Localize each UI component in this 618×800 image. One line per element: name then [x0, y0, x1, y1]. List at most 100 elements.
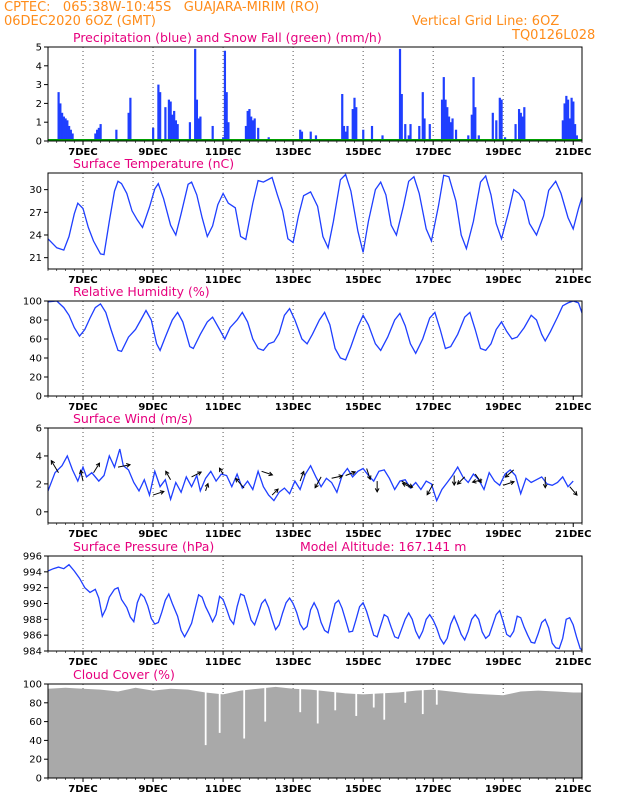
station-header: CPTEC: 065:38W-10:45S GUAJARA-MIRIM (RO)	[4, 0, 320, 15]
x-tick-label: 17DEC	[415, 657, 451, 668]
wind-arrow-head	[542, 483, 548, 489]
precipitation-bar	[568, 118, 571, 141]
x-tick-label: 21DEC	[555, 529, 591, 540]
x-tick-label: 9DEC	[138, 784, 167, 795]
wind-arrow-head	[401, 482, 407, 487]
y-tick-label: 6	[36, 424, 42, 435]
cloud-cover-gap	[355, 684, 358, 716]
precipitation-bar	[346, 125, 349, 141]
precipitation-bar	[250, 116, 253, 141]
wind-arrow	[261, 470, 273, 476]
wind-arrow	[426, 483, 434, 495]
x-tick-label: 17DEC	[415, 275, 451, 286]
precipitation-bar	[449, 122, 452, 141]
plot-area	[48, 448, 578, 503]
precipitation-bar	[199, 116, 202, 141]
wind-arrow	[235, 478, 245, 489]
cloud-cover-gap	[204, 684, 207, 746]
precipitation-bar	[197, 118, 200, 141]
precipitation-bar	[523, 107, 526, 141]
y-tick-label: 40	[29, 736, 42, 747]
x-tick-label: 21DEC	[555, 657, 591, 668]
wind-arrow-head	[374, 488, 380, 493]
precipitation-bar	[171, 114, 174, 141]
wind-arrow-head	[126, 463, 132, 468]
grid-line-note: Vertical Grid Line: 6OZ	[412, 14, 560, 29]
x-tick-label: 7DEC	[68, 402, 97, 413]
wind-arrow	[503, 481, 515, 486]
wind-arrow	[345, 471, 356, 476]
wind-arrow-head	[197, 471, 203, 476]
precipitation-bar	[400, 94, 403, 141]
precipitation-bar	[421, 92, 424, 141]
y-tick-label: 30	[29, 185, 42, 196]
precipitation-bar	[188, 122, 192, 141]
precipitation-bar	[573, 124, 577, 141]
panel-title: Surface Wind (m/s)	[73, 411, 193, 426]
precipitation-bar	[164, 107, 167, 141]
series-line	[48, 448, 574, 503]
x-tick-label: 13DEC	[275, 657, 311, 668]
cloud-cover-gap	[421, 684, 424, 715]
series-line	[48, 563, 582, 651]
x-tick-label: 17DEC	[415, 529, 451, 540]
x-tick-label: 7DEC	[68, 529, 97, 540]
precipitation-bar	[300, 131, 304, 141]
x-tick-label: 21DEC	[555, 402, 591, 413]
y-tick-label: 80	[29, 698, 42, 709]
precipitation-bar	[381, 135, 384, 141]
precipitation-bar	[565, 95, 568, 141]
wind-arrow-head	[456, 480, 462, 485]
run-date-header: 06DEC2020 6OZ (GMT)	[4, 14, 156, 29]
x-tick-label: 7DEC	[68, 147, 97, 158]
precipitation-bar	[404, 124, 407, 141]
wind-arrow-head	[300, 470, 305, 476]
wind-arrow	[205, 483, 209, 492]
precipitation-bar	[351, 109, 354, 141]
wind-arrow	[474, 473, 482, 483]
plot-area	[48, 301, 582, 361]
precipitation-bar	[194, 48, 197, 141]
y-tick-label: 20	[29, 373, 42, 384]
y-tick-label: 80	[29, 316, 42, 327]
y-tick-label: 2	[36, 99, 42, 110]
x-tick-label: 13DEC	[275, 147, 311, 158]
panel-4: 7DEC 9DEC 11DEC 13DEC 15DEC 17DEC 19DEC 21DEC 98…	[23, 539, 592, 668]
wind-arrow-head	[509, 480, 516, 485]
x-tick-label: 19DEC	[485, 402, 521, 413]
wind-arrow	[402, 482, 413, 489]
precipitation-bar	[418, 125, 421, 141]
y-tick-label: 21	[29, 253, 42, 264]
y-tick-label: 0	[36, 507, 42, 518]
precipitation-bar	[251, 120, 255, 141]
precipitation-bar	[66, 120, 69, 141]
precipitation-bar	[97, 127, 100, 141]
cloud-cover-gap	[435, 684, 438, 705]
wind-arrow	[219, 467, 224, 475]
panel-0: 7DEC 9DEC 11DEC 13DEC 15DEC 17DEC 19DEC 21DEC 0 1…	[36, 30, 592, 158]
panel-annotation: Model Altitude: 167.141 m	[300, 539, 466, 554]
precipitation-bar	[495, 120, 498, 141]
y-tick-label: 100	[23, 297, 42, 308]
x-tick-label: 17DEC	[415, 402, 451, 413]
precipitation-bar	[64, 118, 67, 141]
plot-area	[48, 173, 582, 256]
precipitation-bar	[69, 129, 72, 141]
precipitation-bar	[246, 110, 249, 141]
cloud-cover-area	[48, 686, 582, 778]
wind-arrow	[80, 470, 84, 482]
wind-arrow-head	[204, 482, 210, 488]
precipitation-bar	[370, 125, 374, 141]
precipitation-bar	[428, 124, 431, 141]
x-tick-label: 21DEC	[555, 275, 591, 286]
precipitation-bar	[244, 125, 248, 141]
precipitation-bar	[409, 124, 412, 141]
y-tick-label: 40	[29, 354, 42, 365]
wind-arrow-head	[471, 479, 477, 484]
x-tick-label: 15DEC	[345, 147, 381, 158]
x-tick-label: 17DEC	[415, 784, 451, 795]
precipitation-bar	[423, 118, 426, 141]
cloud-cover-gap	[264, 684, 267, 722]
wind-arrow-head	[79, 469, 84, 475]
